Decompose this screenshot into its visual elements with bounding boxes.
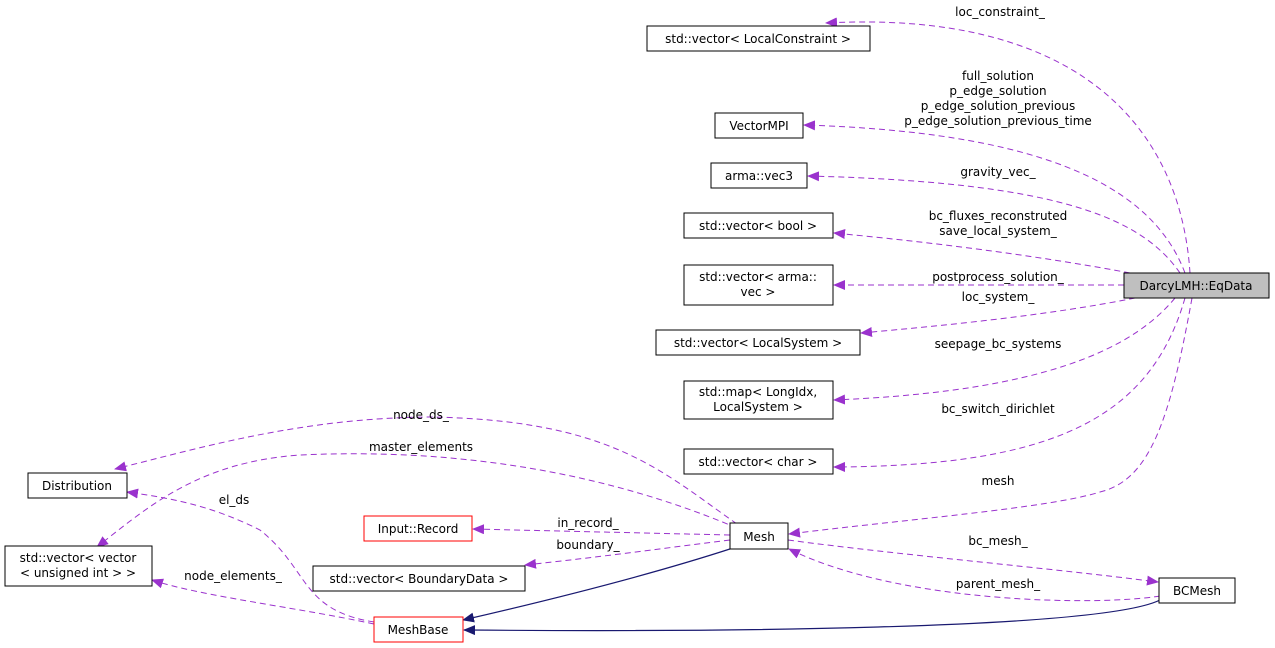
node-label: VectorMPI xyxy=(729,119,788,133)
edge-label-full-solution: full_solution xyxy=(962,69,1034,83)
edge-label-mesh: mesh xyxy=(982,474,1015,488)
node-meshbase[interactable]: MeshBase xyxy=(373,616,464,643)
node-label: std::vector< BoundaryData > xyxy=(330,572,509,586)
node-label: BCMesh xyxy=(1173,584,1221,598)
node-label: std::vector< vector xyxy=(20,551,137,565)
node-mesh[interactable]: Mesh xyxy=(729,522,789,550)
edge-node-ds xyxy=(114,416,738,525)
edge-bool xyxy=(833,229,1131,274)
node-vector-char[interactable]: std::vector< char > xyxy=(683,448,834,475)
node-eqdata[interactable]: DarcyLMH::EqData xyxy=(1123,272,1270,299)
edge-parent-mesh xyxy=(788,548,1161,602)
edge-label-bc-mesh: bc_mesh_ xyxy=(968,534,1028,548)
node-label: < unsigned int > > xyxy=(20,566,136,580)
node-label: LocalSystem > xyxy=(713,400,803,414)
node-label: std::vector< LocalConstraint > xyxy=(665,32,851,46)
edge-label-gravity: gravity_vec_ xyxy=(960,165,1036,179)
edge-bc-switch xyxy=(833,297,1186,472)
node-input-record[interactable]: Input::Record xyxy=(363,515,473,542)
edge-label-save-local-system: save_local_system_ xyxy=(939,224,1057,238)
node-label: std::vector< arma:: xyxy=(699,270,817,284)
edge-label-bc-switch: bc_switch_dirichlet xyxy=(941,402,1055,416)
edge-loc-constraint xyxy=(825,17,1191,274)
node-vector-vector-uint[interactable]: std::vector< vector < unsigned int > > xyxy=(4,545,153,587)
node-label: std::vector< LocalSystem > xyxy=(674,336,842,350)
node-vector-arma-vec[interactable]: std::vector< arma:: vec > xyxy=(683,264,834,306)
edge-inherit-mesh-meshbase xyxy=(462,547,734,623)
edge-label-postprocess: postprocess_solution_ xyxy=(932,270,1065,284)
edge-label-bc-fluxes: bc_fluxes_reconstruted xyxy=(929,209,1068,223)
edge-vectormpi xyxy=(803,120,1186,274)
node-vector-bool[interactable]: std::vector< bool > xyxy=(683,212,834,239)
edge-label-loc-constraint: loc_constraint_ xyxy=(955,5,1046,19)
edge-label-in-record: in_record_ xyxy=(557,516,619,530)
edge-label-p-edge-solution: p_edge_solution xyxy=(949,84,1046,98)
node-label: Input::Record xyxy=(378,522,459,536)
edge-boundary xyxy=(524,539,731,569)
edge-label-seepage: seepage_bc_systems xyxy=(935,337,1062,351)
edge-label-boundary: boundary_ xyxy=(556,538,620,552)
edge-node-elements xyxy=(151,578,375,625)
edge-master-elements xyxy=(96,453,738,548)
edge-label-el-ds: el_ds xyxy=(219,493,250,507)
edge-gravity xyxy=(807,171,1181,274)
node-label: std::vector< char > xyxy=(699,455,818,469)
node-label: DarcyLMH::EqData xyxy=(1140,279,1253,293)
node-label: arma::vec3 xyxy=(725,169,793,183)
node-map-localsystem[interactable]: std::map< LongIdx, LocalSystem > xyxy=(683,380,834,420)
edge-mesh xyxy=(788,297,1193,538)
edge-label-master-elements: master_elements xyxy=(369,440,473,454)
edge-inherit-bcmesh-meshbase xyxy=(463,599,1161,636)
node-vectormpi[interactable]: VectorMPI xyxy=(714,112,804,139)
node-vector-localsystem[interactable]: std::vector< LocalSystem > xyxy=(655,329,861,356)
edge-in-record xyxy=(472,524,731,536)
edge-el-ds xyxy=(126,488,375,623)
node-vector-boundarydata[interactable]: std::vector< BoundaryData > xyxy=(312,565,526,592)
node-distribution[interactable]: Distribution xyxy=(27,472,128,499)
edge-label-node-elements: node_elements_ xyxy=(184,569,283,583)
edge-seepage xyxy=(833,297,1176,405)
edge-label-parent-mesh: parent_mesh_ xyxy=(956,577,1041,591)
node-label: vec > xyxy=(741,285,776,299)
edge-loc-system xyxy=(860,297,1136,337)
edge-label-loc-system: loc_system_ xyxy=(962,290,1036,304)
edge-label-p-edge-solution-previous-time: p_edge_solution_previous_time xyxy=(904,114,1092,128)
node-label: MeshBase xyxy=(388,623,449,637)
node-loc-constraint-vector[interactable]: std::vector< LocalConstraint > xyxy=(646,25,871,52)
edge-label-p-edge-solution-previous: p_edge_solution_previous xyxy=(921,99,1075,113)
node-label: std::map< LongIdx, xyxy=(699,385,817,399)
node-vec3[interactable]: arma::vec3 xyxy=(710,162,808,189)
node-label: Distribution xyxy=(42,479,112,493)
node-label: std::vector< bool > xyxy=(699,219,817,233)
node-bcmesh[interactable]: BCMesh xyxy=(1158,577,1236,604)
edge-label-node-ds: node_ds_ xyxy=(393,408,450,422)
node-label: Mesh xyxy=(743,530,775,544)
